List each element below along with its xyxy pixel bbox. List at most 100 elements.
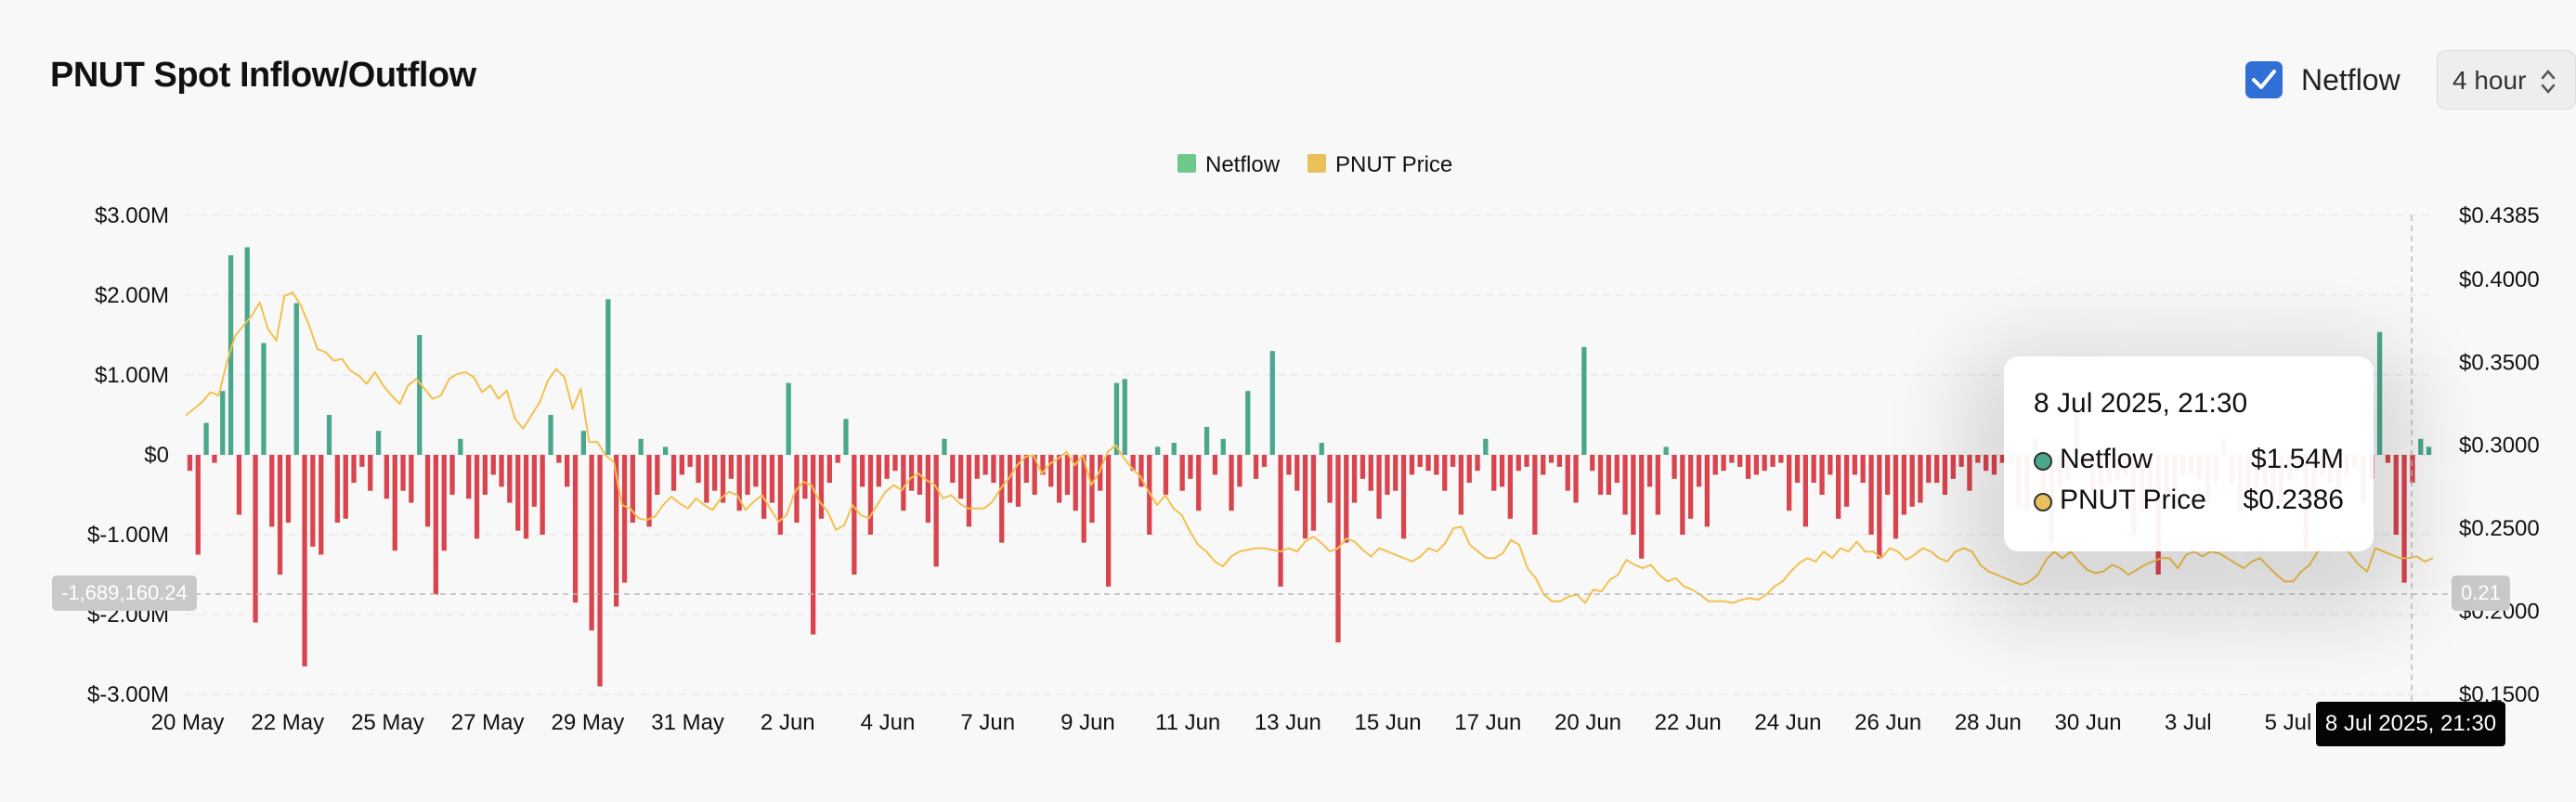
netflow-bar	[2426, 446, 2432, 455]
netflow-bar	[1918, 455, 1923, 503]
netflow-bar	[1663, 446, 1669, 455]
netflow-bar	[1984, 455, 1989, 472]
netflow-bar	[605, 299, 611, 455]
legend-label-price[interactable]: PNUT Price	[1335, 152, 1452, 177]
netflow-bar	[449, 455, 455, 495]
netflow-bar	[1023, 455, 1029, 484]
netflow-bar	[1015, 455, 1021, 507]
netflow-bar	[876, 455, 881, 487]
netflow-bar	[1098, 455, 1103, 491]
netflow-bar	[1778, 455, 1784, 463]
netflow-bar	[696, 455, 701, 484]
netflow-bar	[1532, 455, 1538, 535]
netflow-bar	[1425, 455, 1431, 472]
netflow-bar	[1573, 455, 1579, 503]
netflow-bar	[2401, 455, 2407, 583]
netflow-bar	[991, 455, 996, 484]
x-tick-label: 4 Jun	[861, 710, 916, 735]
netflow-bar	[736, 455, 742, 511]
chart-legend[interactable]: Netflow PNUT Price	[1177, 152, 1452, 177]
netflow-bar	[1950, 455, 1956, 479]
netflow-bar	[1057, 455, 1062, 503]
netflow-bar	[1310, 455, 1317, 531]
y-right-tick-label: $0.4000	[2459, 267, 2540, 292]
netflow-bar	[852, 455, 857, 575]
netflow-bar	[1737, 455, 1743, 467]
netflow-bar	[597, 455, 603, 687]
netflow-bar	[556, 455, 562, 463]
netflow-bar	[761, 455, 767, 519]
netflow-toggle-label[interactable]: Netflow	[2301, 63, 2400, 97]
netflow-bar	[1048, 455, 1054, 487]
netflow-bar	[507, 455, 513, 503]
netflow-bar	[638, 438, 644, 455]
netflow-bar	[424, 455, 431, 527]
netflow-bar	[1220, 438, 1226, 455]
netflow-bar	[285, 455, 292, 524]
netflow-bar	[630, 455, 635, 524]
netflow-bar	[942, 438, 947, 455]
x-tick-label: 25 May	[351, 710, 424, 735]
netflow-bar	[1400, 455, 1407, 539]
y-axis-left: $3.00M$2.00M$1.00M$0$-1.00M$-2.00M$-3.00…	[87, 203, 169, 707]
x-tick-label: 9 Jun	[1060, 710, 1115, 735]
netflow-bar	[1590, 455, 1595, 472]
netflow-bar	[1639, 455, 1645, 559]
netflow-bar	[1385, 455, 1390, 495]
x-tick-label: 26 Jun	[1854, 710, 1921, 735]
crosshair-left-value: -1,689,160.24	[52, 576, 197, 611]
netflow-bar	[1524, 455, 1529, 467]
netflow-bar	[1458, 455, 1464, 515]
netflow-bar	[1188, 455, 1193, 479]
netflow-bar	[474, 455, 480, 539]
netflow-bar	[892, 455, 898, 472]
netflow-bar	[1828, 455, 1833, 475]
netflow-bar	[860, 455, 865, 487]
netflow-bar	[1434, 455, 1439, 475]
netflow-bar	[572, 455, 579, 603]
netflow-bar	[867, 455, 874, 535]
netflow-bar	[1548, 455, 1555, 463]
netflow-bar	[1860, 455, 1866, 484]
netflow-bar	[269, 455, 275, 527]
netflow-bar	[614, 455, 619, 607]
netflow-checkbox[interactable]	[2245, 61, 2283, 98]
netflow-bar	[1466, 455, 1472, 484]
netflow-bar	[310, 455, 316, 547]
netflow-bar	[958, 455, 964, 499]
netflow-bar	[302, 455, 307, 666]
netflow-bar	[1073, 455, 1078, 511]
netflow-bar	[1762, 455, 1767, 472]
netflow-bar	[966, 455, 972, 527]
netflow-bar	[417, 335, 423, 455]
netflow-bar	[1843, 455, 1850, 507]
netflow-bar	[253, 455, 258, 623]
netflow-bar	[2410, 455, 2415, 484]
netflow-bar	[375, 431, 382, 455]
tooltip-row-netflow: Netflow $1.54M	[2034, 444, 2344, 485]
x-tick-label: 20 May	[151, 710, 225, 735]
x-tick-label: 15 Jun	[1355, 710, 1422, 735]
netflow-bar	[646, 455, 652, 527]
netflow-bar	[1147, 455, 1152, 535]
page-title: PNUT Spot Inflow/Outflow	[50, 56, 476, 95]
netflow-bar	[368, 455, 373, 491]
netflow-bar	[220, 391, 226, 455]
netflow-bar	[1556, 455, 1562, 467]
netflow-bar	[704, 455, 709, 503]
netflow-bar	[1237, 455, 1242, 487]
netflow-bar	[1155, 446, 1161, 455]
y-left-tick-label: $-1.00M	[87, 523, 169, 548]
netflow-bar	[515, 455, 521, 531]
netflow-bar	[712, 455, 718, 491]
netflow-bar	[1975, 455, 1981, 463]
netflow-bar	[1344, 455, 1349, 543]
netflow-bar	[212, 455, 217, 463]
netflow-bar	[1942, 455, 1948, 495]
legend-label-netflow[interactable]: Netflow	[1205, 152, 1281, 177]
netflow-bar	[818, 455, 825, 519]
netflow-bar	[1507, 455, 1513, 519]
netflow-bar	[786, 382, 791, 455]
y-left-tick-label: $0	[144, 443, 169, 468]
netflow-bar	[753, 455, 759, 487]
